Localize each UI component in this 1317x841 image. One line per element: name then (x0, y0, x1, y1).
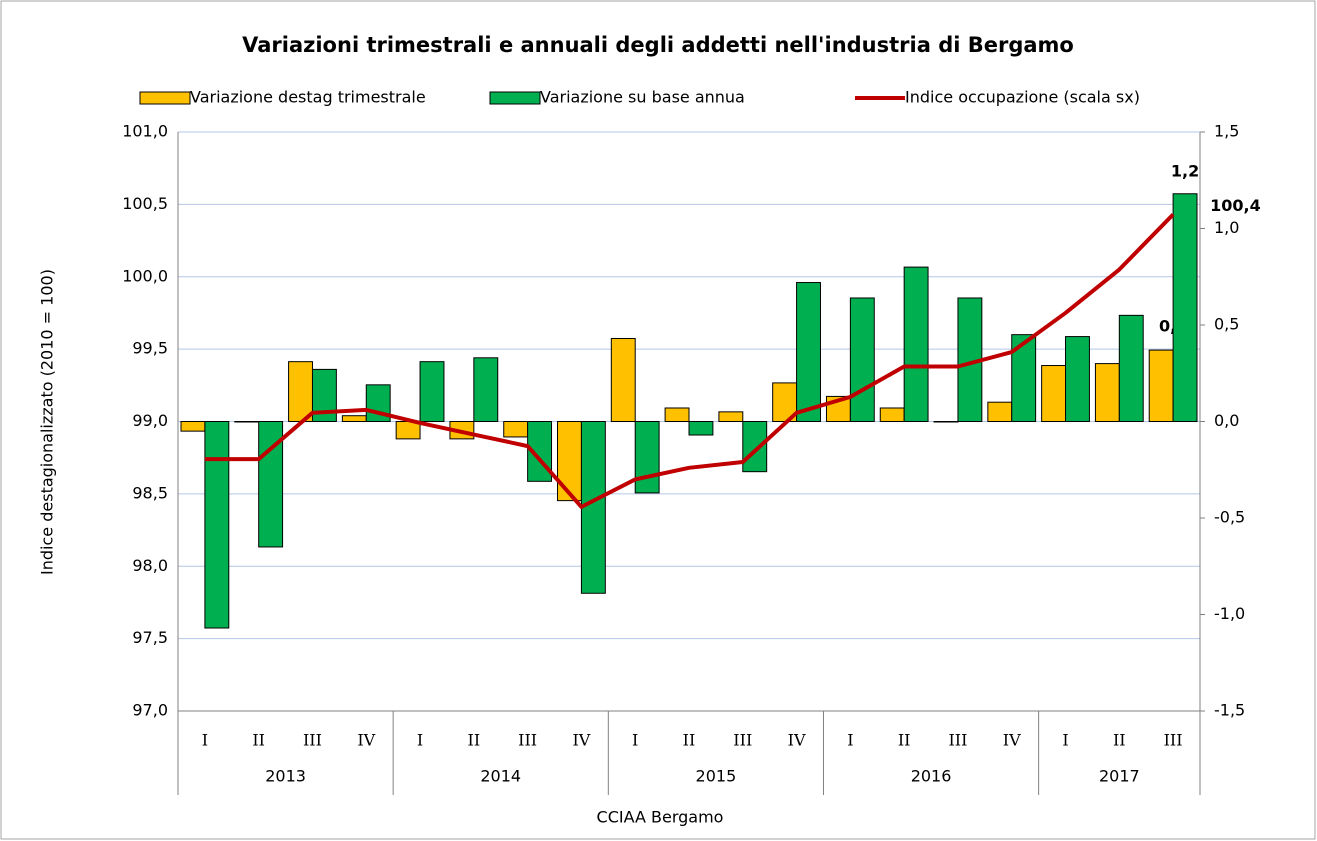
y-tick-label: 99,5 (132, 339, 168, 358)
bar (664, 407, 690, 422)
y-tick-label: 100,0 (122, 266, 168, 285)
x-group-label: 2013 (265, 767, 306, 786)
x-tick-label: II (683, 731, 696, 750)
legend-swatch (139, 91, 191, 105)
x-tick-label: III (518, 731, 537, 750)
legend-label: Variazione su base annua (540, 88, 745, 107)
x-tick-label: III (948, 731, 967, 750)
x-tick-label: II (252, 731, 265, 750)
data-label: 100,4 (1210, 196, 1261, 215)
bar (688, 421, 714, 436)
y-tick-label: 98,0 (132, 556, 168, 575)
bar (879, 407, 905, 422)
bar (742, 421, 768, 473)
bar (288, 361, 313, 423)
y2-tick-label: 0,0 (1214, 411, 1239, 430)
x-group-label: 2017 (1099, 767, 1140, 786)
bar (204, 421, 230, 629)
bar (610, 338, 636, 423)
x-tick-label: I (202, 731, 208, 750)
bar (580, 421, 606, 594)
y2-tick-label: -1,5 (1214, 701, 1245, 720)
y-tick-label: 97,0 (132, 701, 168, 720)
x-tick-label: IV (572, 731, 590, 750)
y-axis-title: Indice destagionalizzato (2010 = 100) (38, 269, 57, 575)
legend-label: Indice occupazione (scala sx) (905, 88, 1140, 107)
bar (419, 361, 445, 423)
y-tick-label: 97,5 (132, 628, 168, 647)
bar (903, 266, 929, 422)
x-tick-label: IV (1003, 731, 1021, 750)
x-group-label: 2014 (480, 767, 521, 786)
y2-tick-label: 1,5 (1214, 122, 1239, 141)
x-group-label: 2015 (696, 767, 737, 786)
bar (503, 421, 529, 438)
y2-tick-label: -0,5 (1214, 508, 1245, 527)
x-tick-label: I (1062, 731, 1068, 750)
y-tick-label: 99,0 (132, 411, 168, 430)
bar (1041, 365, 1067, 422)
bar (1172, 193, 1198, 422)
x-tick-label: III (733, 731, 752, 750)
bar (234, 421, 260, 423)
data-label: 1,2 (1171, 161, 1199, 180)
chart-title: Variazioni trimestrali e annuali degli a… (242, 33, 1074, 57)
bar (987, 401, 1013, 423)
bar (557, 421, 582, 502)
x-tick-label: IV (357, 731, 375, 750)
legend-label: Variazione destag trimestrale (190, 88, 426, 107)
bar (473, 357, 499, 422)
y2-tick-label: 0,5 (1214, 315, 1239, 334)
bar (933, 421, 959, 423)
bar (341, 415, 367, 422)
x-tick-label: I (417, 731, 423, 750)
x-group-label: 2016 (911, 767, 952, 786)
bar (849, 297, 875, 423)
bar (1011, 334, 1037, 422)
bar (634, 421, 660, 494)
bar (1148, 349, 1174, 422)
x-tick-label: II (468, 731, 481, 750)
x-tick-label: II (1113, 731, 1126, 750)
x-tick-label: I (847, 731, 853, 750)
x-tick-label: III (303, 731, 322, 750)
bar (796, 282, 821, 423)
legend-swatch (489, 91, 541, 105)
y-tick-label: 100,5 (122, 194, 168, 213)
y-tick-label: 98,5 (132, 483, 168, 502)
bar (311, 368, 337, 423)
y2-tick-label: 1,0 (1214, 218, 1239, 237)
bar (1118, 314, 1144, 423)
bar (1094, 363, 1120, 423)
bar (180, 421, 206, 432)
x-tick-label: I (632, 731, 638, 750)
bar (718, 411, 744, 423)
line (204, 213, 1175, 509)
y-tick-label: 101,0 (122, 122, 168, 141)
x-axis-title: CCIAA Bergamo (597, 808, 724, 827)
bar (1065, 336, 1090, 422)
y2-tick-label: -1,0 (1214, 604, 1245, 623)
x-tick-label: II (898, 731, 911, 750)
x-tick-label: IV (788, 731, 806, 750)
x-tick-label: III (1164, 731, 1183, 750)
